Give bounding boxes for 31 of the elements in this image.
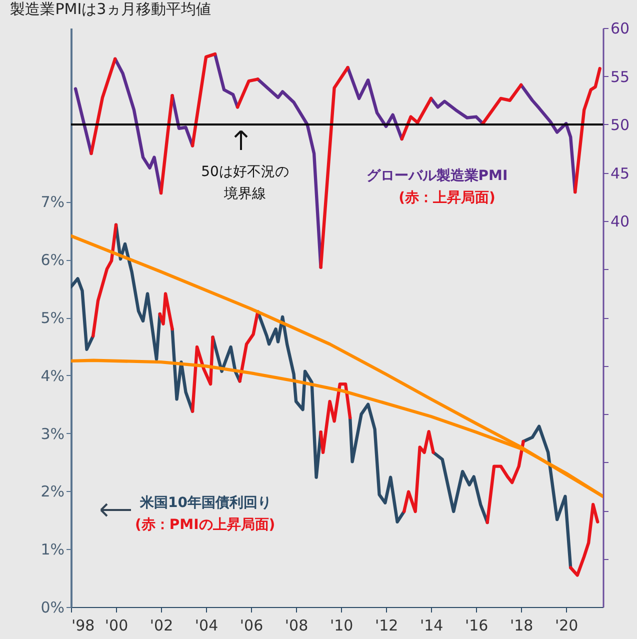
x-tick-label: '00 (104, 616, 128, 634)
x-tick-label: '12 (374, 616, 398, 634)
y2-tick-label: 40 (610, 212, 630, 230)
text: 米国10年国債利回り (139, 495, 272, 511)
text: グローバル製造業PMI (366, 168, 508, 184)
x-tick-label: '98 (72, 616, 95, 634)
y2-tick-label: 45 (610, 164, 630, 182)
x-tick-label: '02 (150, 616, 174, 634)
annotation: (赤：上昇局面) (398, 190, 496, 206)
annotation: (赤：PMIの上昇局面) (135, 517, 276, 533)
x-tick-label: '16 (464, 616, 488, 634)
x-tick-label: '04 (194, 616, 218, 634)
y-tick-label: 5% (40, 309, 64, 327)
y2-tick-label: 60 (610, 20, 630, 38)
ref-line-label: 50は好不況の境界線 (201, 164, 289, 202)
x-tick-label: '14 (420, 616, 444, 634)
y-tick-label: 1% (40, 540, 64, 559)
y2-tick-label: 50 (610, 116, 630, 134)
x-tick-label: '10 (330, 616, 354, 634)
x-tick-label: '20 (554, 616, 578, 634)
y-tick-label: 0% (40, 598, 64, 616)
x-tick-label: '06 (240, 616, 264, 634)
y-tick-label: 3% (40, 424, 64, 443)
y-tick-label: 7% (40, 193, 64, 212)
y-tick-label: 6% (40, 251, 64, 270)
y-tick-label: 4% (40, 366, 64, 385)
x-tick-label: '18 (510, 616, 534, 634)
y2-tick-label: 55 (610, 68, 630, 86)
x-tick-label: '08 (284, 616, 308, 634)
chart-title: 製造業PMIは3ヵ月移動平均値 (10, 0, 212, 18)
y-tick-label: 2% (40, 482, 64, 501)
